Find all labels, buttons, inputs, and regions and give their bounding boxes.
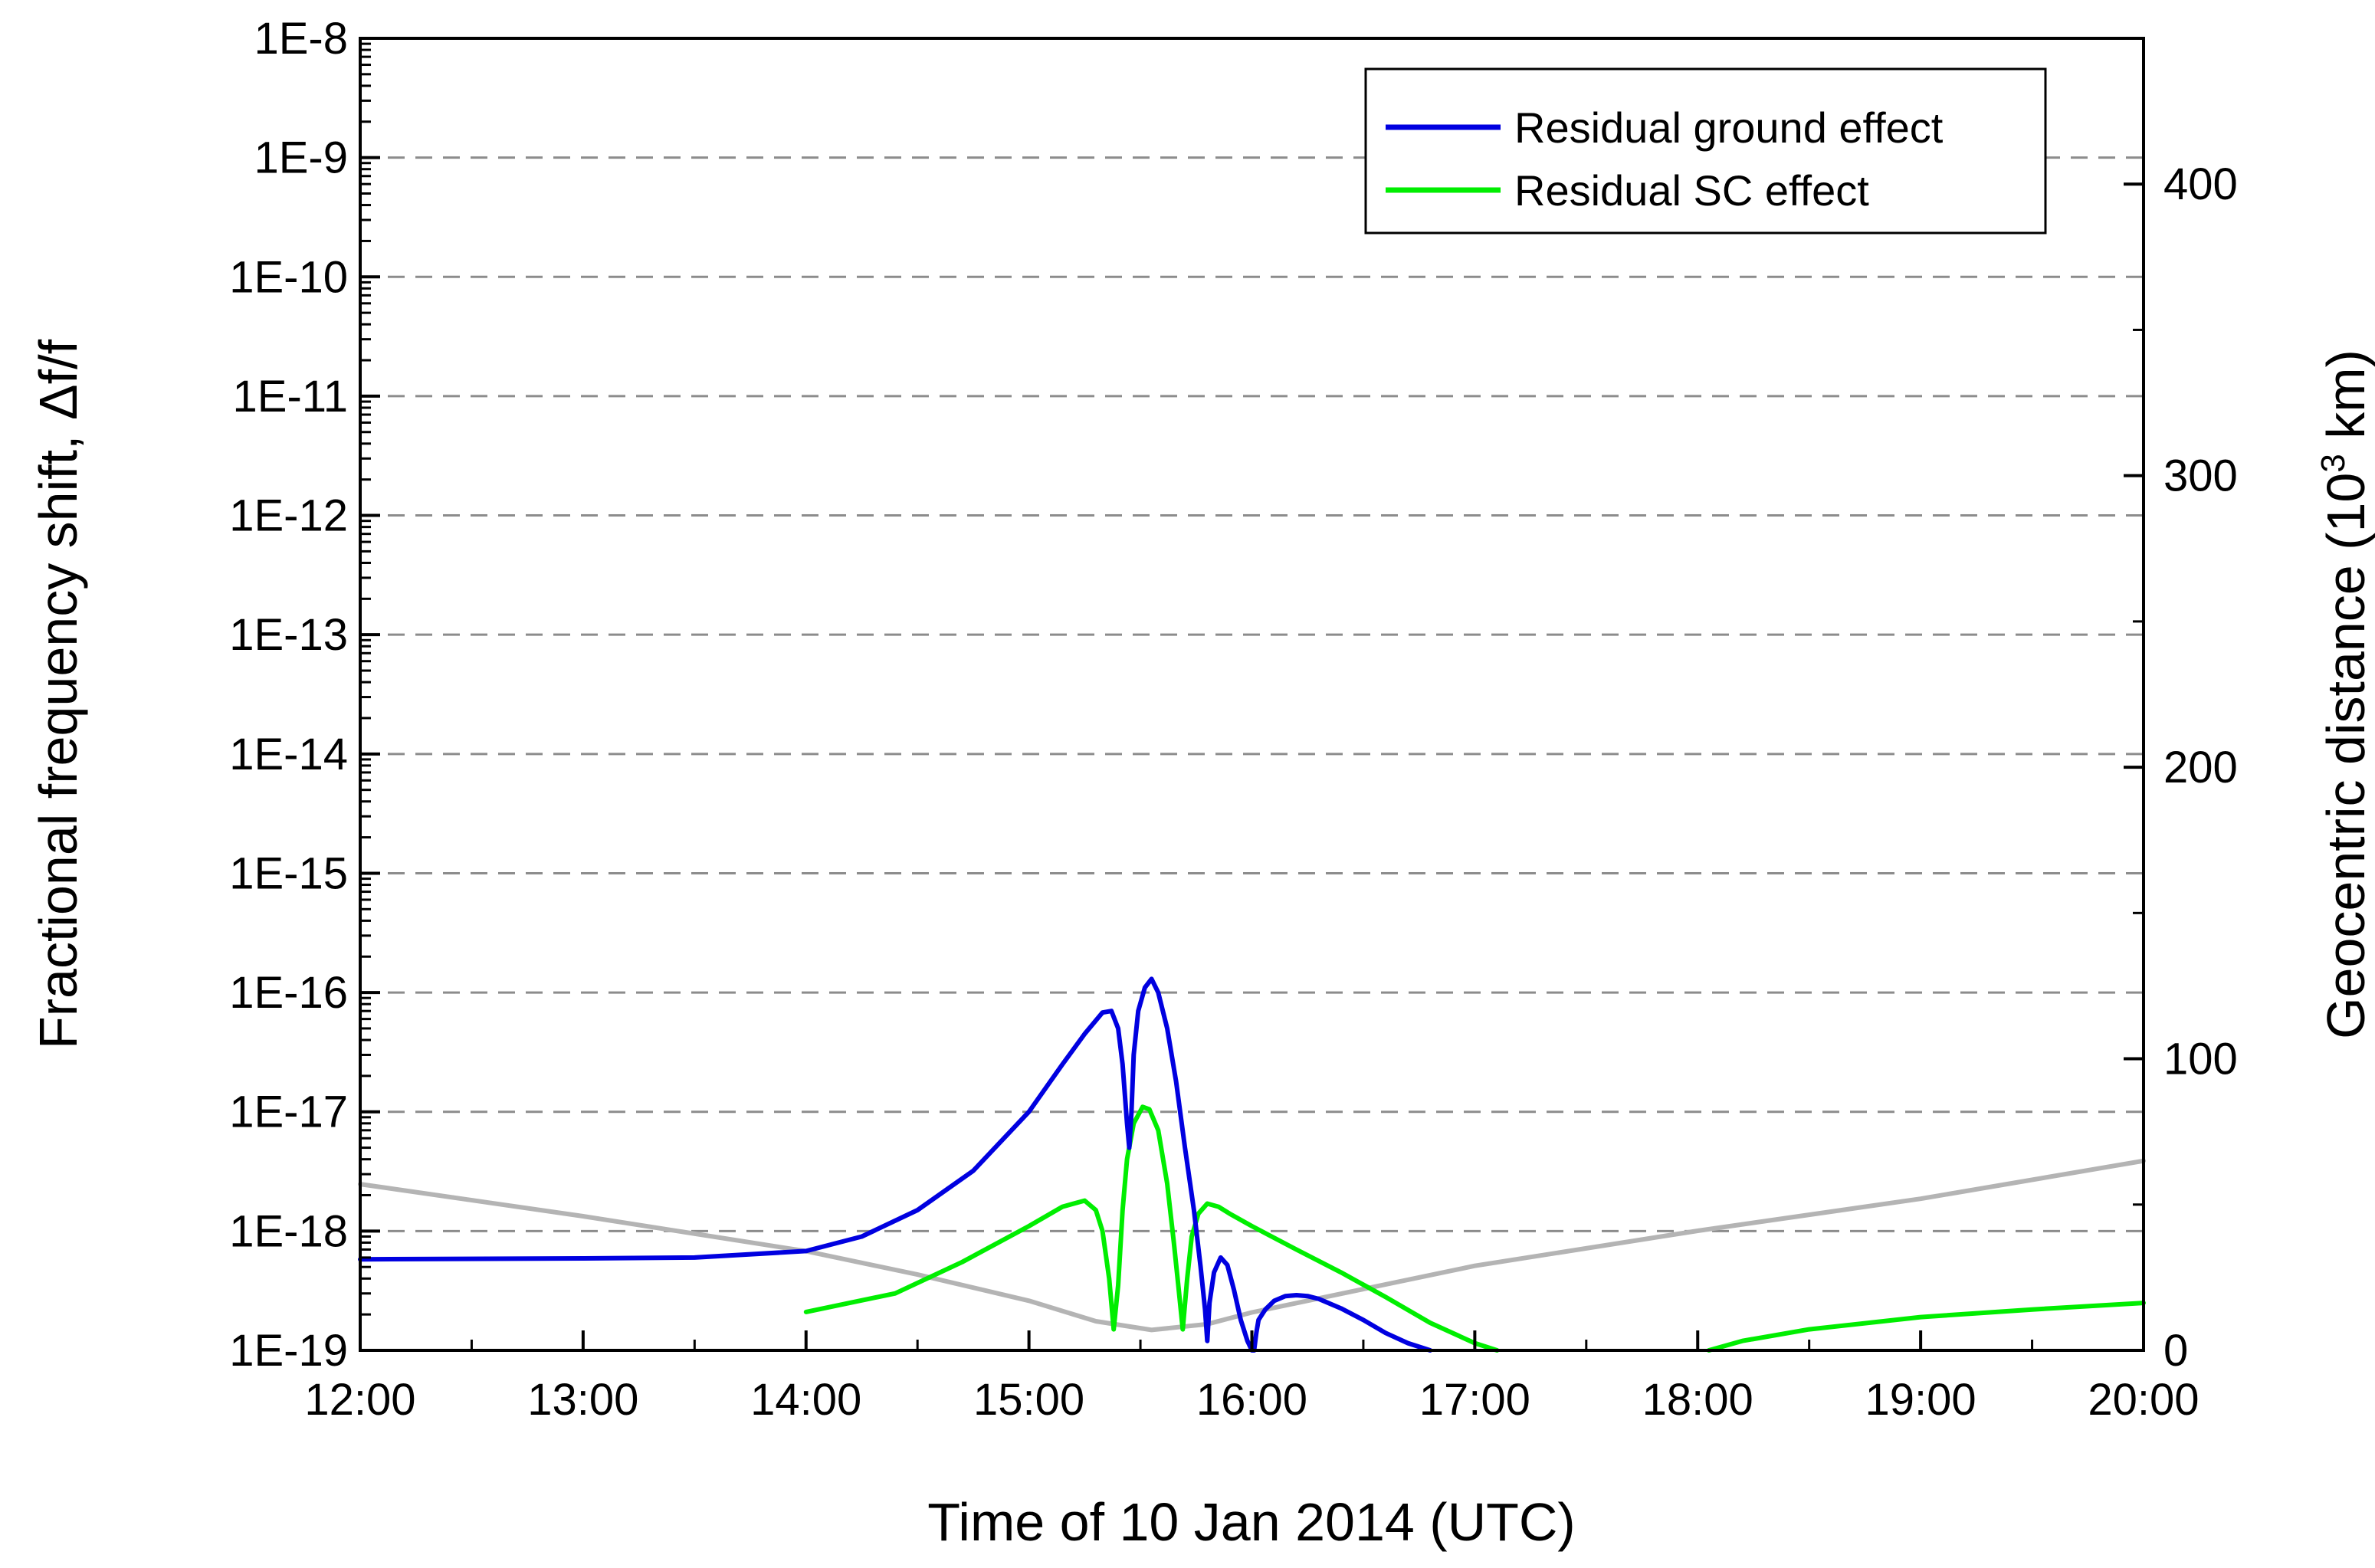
legend-box — [1364, 67, 2047, 235]
x-tick-label: 17:00 — [1419, 1375, 1530, 1425]
x-tick-label: 14:00 — [750, 1375, 861, 1425]
grid-lines — [360, 156, 2144, 1232]
x-tick-label: 19:00 — [1865, 1375, 1976, 1425]
y2-axis-title: Geocentric distance (103 km) — [2314, 349, 2375, 1039]
series-line-ground-effect — [358, 976, 1433, 1353]
left-tick-labels: 1E-19 1E-18 1E-17 1E-16 1E-15 1E-14 1E-13 1E-12… — [229, 14, 348, 1376]
left-tick-label: 1E-8 — [254, 14, 348, 64]
axis-ticks — [359, 37, 2145, 1352]
right-tick-label: 400 — [2163, 159, 2238, 209]
x-tick-labels: 12:00 13:00 14:00 15:00 16:00 17:00 18:00 19:00… — [304, 1375, 2199, 1425]
right-tick-label: 0 — [2163, 1326, 2188, 1376]
x-tick-label: 13:00 — [527, 1375, 638, 1425]
x-tick-label: 20:00 — [2088, 1375, 2199, 1425]
left-tick-label: 1E-11 — [233, 372, 348, 422]
left-tick-label: 1E-17 — [229, 1087, 348, 1137]
y-axis-title: Fractional frequency shift, Δf/f — [28, 339, 88, 1049]
series-line-geocentric-distance — [358, 1158, 2146, 1333]
left-tick-label: 1E-12 — [229, 491, 348, 541]
x-tick-label: 18:00 — [1642, 1375, 1753, 1425]
left-tick-label: 1E-18 — [229, 1206, 348, 1256]
x-tick-label: 15:00 — [973, 1375, 1084, 1425]
right-tick-labels: 0 100 200 300 400 — [2163, 159, 2238, 1376]
y2-axis-title-suffix: km) — [2316, 349, 2375, 454]
right-tick-label: 300 — [2163, 451, 2238, 501]
left-tick-label: 1E-14 — [229, 730, 348, 779]
y2-axis-title-prefix: Geocentric distance (10 — [2316, 473, 2375, 1039]
right-tick-label: 200 — [2163, 743, 2238, 792]
left-tick-label: 1E-15 — [229, 848, 348, 898]
series-layer — [358, 976, 2146, 1353]
legend: Residual ground effect Residual SC effec… — [1364, 67, 2047, 235]
legend-label-sc: Residual SC effect — [1514, 166, 1869, 215]
left-tick-label: 1E-10 — [229, 252, 348, 302]
left-tick-label: 1E-16 — [229, 968, 348, 1018]
left-tick-label: 1E-9 — [254, 133, 348, 183]
x-tick-label: 12:00 — [304, 1375, 415, 1425]
x-tick-label: 16:00 — [1196, 1375, 1307, 1425]
left-tick-label: 1E-13 — [229, 610, 348, 660]
right-tick-label: 100 — [2163, 1035, 2238, 1084]
y2-axis-title-sup: 3 — [2314, 454, 2352, 472]
series-line-sc-effect — [803, 1104, 2146, 1353]
x-axis-title: Time of 10 Jan 2014 (UTC) — [927, 1492, 1576, 1552]
left-tick-label: 1E-19 — [229, 1326, 348, 1376]
legend-label-ground: Residual ground effect — [1514, 103, 1944, 152]
